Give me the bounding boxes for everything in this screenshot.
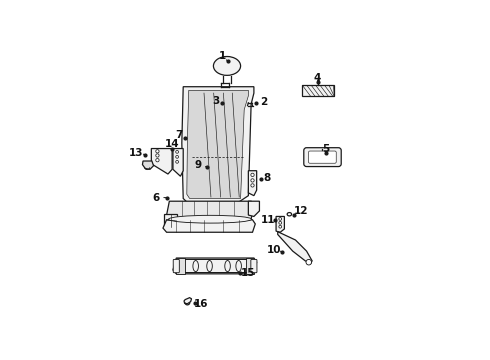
Polygon shape [167, 201, 254, 219]
Text: 2: 2 [260, 97, 267, 107]
Ellipse shape [169, 215, 252, 223]
Text: 6: 6 [153, 193, 160, 203]
Polygon shape [248, 171, 257, 195]
Circle shape [156, 150, 159, 153]
Ellipse shape [193, 261, 198, 271]
Polygon shape [184, 298, 192, 304]
Polygon shape [248, 201, 259, 216]
FancyBboxPatch shape [173, 260, 179, 273]
Text: 12: 12 [294, 207, 308, 216]
Text: 8: 8 [264, 173, 271, 183]
FancyBboxPatch shape [309, 151, 336, 163]
FancyBboxPatch shape [251, 260, 257, 273]
Polygon shape [173, 149, 183, 176]
Text: 5: 5 [322, 144, 330, 154]
Text: 9: 9 [195, 160, 202, 170]
Polygon shape [143, 161, 153, 169]
Polygon shape [182, 87, 254, 203]
Circle shape [279, 221, 282, 224]
Circle shape [279, 225, 282, 228]
Circle shape [176, 150, 178, 153]
Polygon shape [176, 258, 185, 274]
Text: 16: 16 [194, 299, 208, 309]
Circle shape [251, 179, 254, 182]
Polygon shape [278, 232, 312, 264]
Ellipse shape [225, 261, 230, 271]
Circle shape [176, 156, 178, 158]
Text: 3: 3 [212, 96, 220, 106]
Circle shape [306, 260, 312, 265]
Polygon shape [164, 214, 177, 227]
Text: 10: 10 [267, 245, 281, 255]
Circle shape [251, 173, 254, 176]
Circle shape [176, 161, 178, 163]
Ellipse shape [207, 261, 212, 271]
Polygon shape [276, 216, 284, 232]
Text: 7: 7 [175, 130, 183, 140]
Text: 4: 4 [314, 73, 321, 84]
Circle shape [156, 158, 159, 162]
Polygon shape [187, 90, 248, 198]
Circle shape [156, 154, 159, 157]
Ellipse shape [236, 261, 242, 271]
Text: 11: 11 [261, 215, 275, 225]
Text: 15: 15 [241, 268, 255, 278]
Polygon shape [245, 258, 254, 274]
Text: 1: 1 [219, 51, 225, 61]
Text: 13: 13 [129, 148, 144, 158]
Polygon shape [302, 85, 334, 96]
Polygon shape [151, 149, 172, 174]
Polygon shape [173, 258, 257, 274]
FancyBboxPatch shape [304, 148, 341, 167]
Circle shape [251, 184, 254, 187]
Circle shape [279, 217, 282, 220]
Ellipse shape [214, 57, 241, 75]
Text: 14: 14 [165, 139, 179, 149]
Polygon shape [163, 220, 255, 232]
